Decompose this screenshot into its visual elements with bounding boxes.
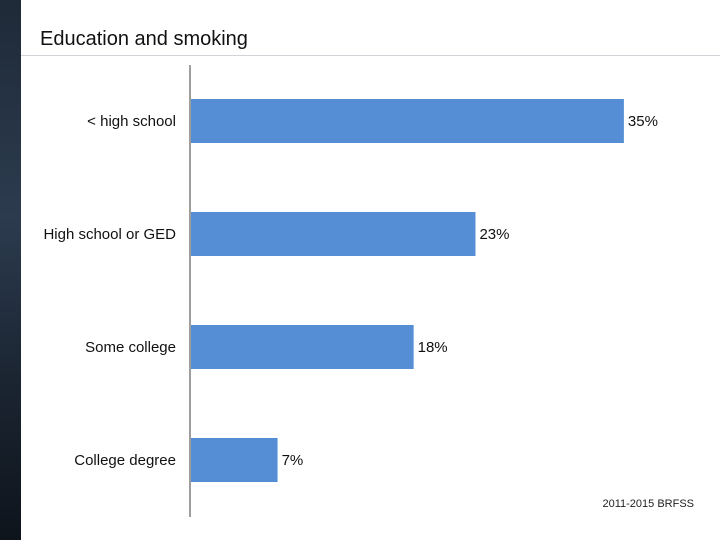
category-label-3: College degree <box>74 452 176 469</box>
bar-2 <box>191 325 414 369</box>
value-label-0: 35% <box>628 113 658 130</box>
category-label-1: High school or GED <box>43 226 176 243</box>
source-note: 2011-2015 BRFSS <box>602 498 694 510</box>
value-label-3: 7% <box>282 452 304 469</box>
chart-title: Education and smoking <box>40 28 248 50</box>
value-label-2: 18% <box>418 339 448 356</box>
bar-3 <box>191 438 278 482</box>
bars-layer: < high school 35% High school or GED 23% Som… <box>43 99 658 482</box>
value-label-1: 23% <box>479 226 509 243</box>
category-label-0: < high school <box>87 113 176 130</box>
bar-0 <box>191 99 624 143</box>
category-label-2: Some college <box>85 339 176 356</box>
decorative-side-strip <box>0 0 21 540</box>
title-divider <box>21 55 720 56</box>
bar-1 <box>191 212 476 256</box>
